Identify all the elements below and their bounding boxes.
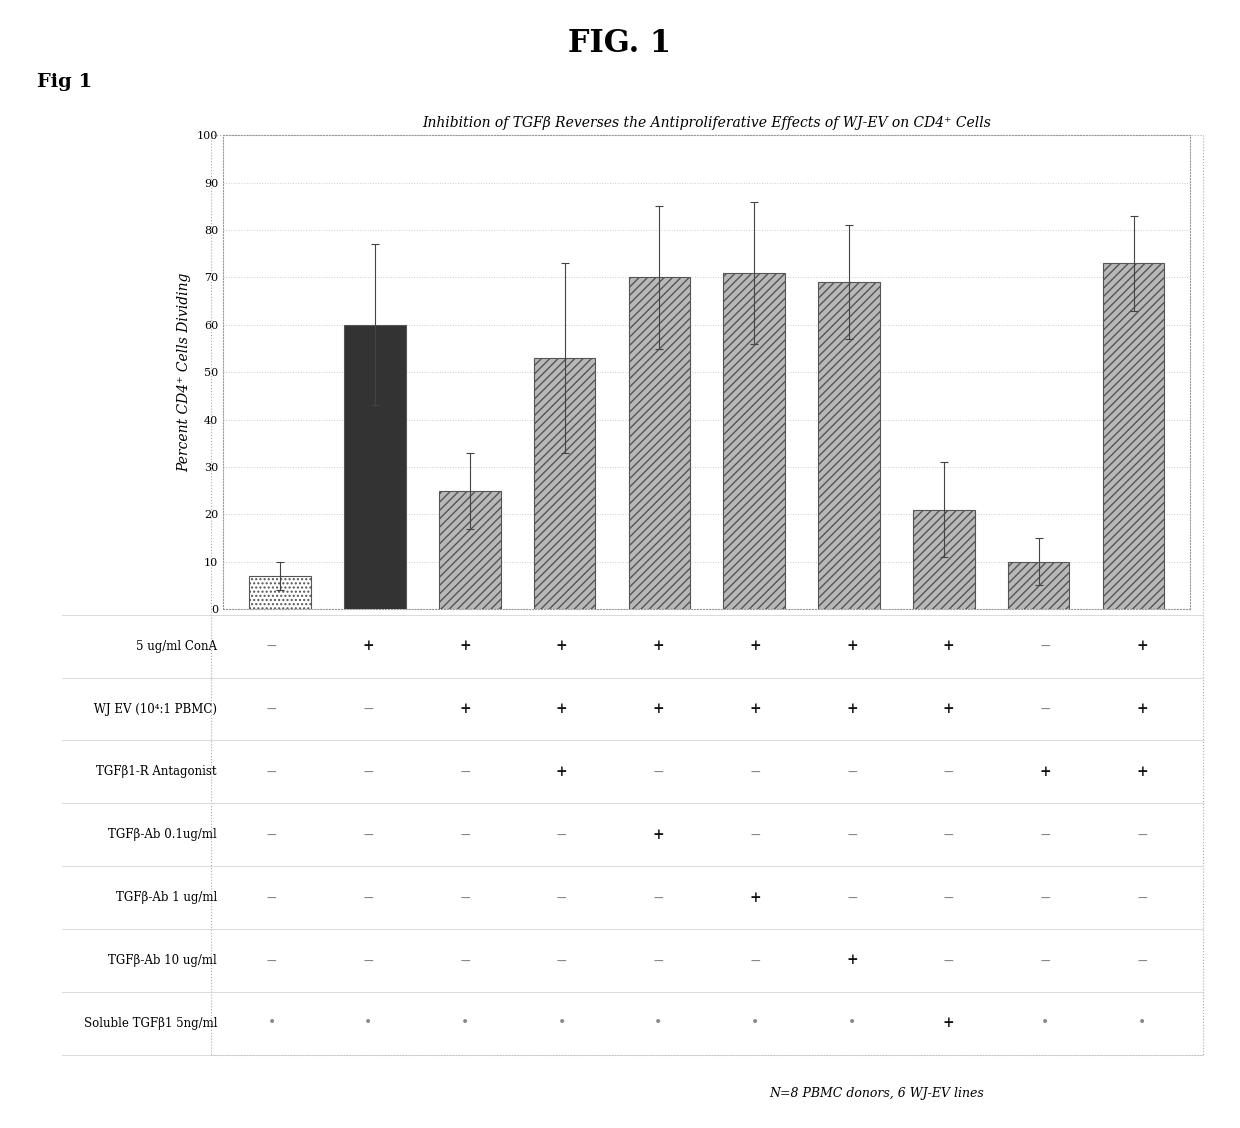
Text: +: + <box>1039 765 1052 778</box>
Text: −: − <box>459 765 471 778</box>
Text: −: − <box>459 828 471 841</box>
Text: −: − <box>459 891 471 905</box>
Bar <box>343 325 405 609</box>
Text: −: − <box>362 702 374 716</box>
Text: •: • <box>1042 1016 1049 1030</box>
Text: FIG. 1: FIG. 1 <box>568 28 672 59</box>
Text: •: • <box>655 1016 662 1030</box>
Text: −: − <box>1039 640 1052 653</box>
Text: +: + <box>942 702 955 716</box>
Text: +: + <box>942 1016 955 1030</box>
Bar <box>913 510 975 609</box>
Text: −: − <box>652 891 665 905</box>
Text: −: − <box>1039 828 1052 841</box>
Text: •: • <box>1138 1016 1146 1030</box>
Y-axis label: Percent CD4⁺ Cells Dividing: Percent CD4⁺ Cells Dividing <box>177 273 191 472</box>
Text: −: − <box>265 828 278 841</box>
Text: −: − <box>362 765 374 778</box>
Text: +: + <box>846 640 858 653</box>
Text: +: + <box>942 640 955 653</box>
Text: −: − <box>265 765 278 778</box>
Text: −: − <box>846 828 858 841</box>
Text: +: + <box>556 702 568 716</box>
Bar <box>1008 562 1069 609</box>
Text: Fig 1: Fig 1 <box>37 73 93 91</box>
Text: +: + <box>652 640 665 653</box>
Bar <box>1102 263 1164 609</box>
Text: +: + <box>362 640 374 653</box>
Text: −: − <box>846 765 858 778</box>
Text: +: + <box>459 640 471 653</box>
Text: −: − <box>556 953 568 968</box>
Text: +: + <box>1136 640 1148 653</box>
Text: −: − <box>652 953 665 968</box>
Text: +: + <box>556 765 568 778</box>
Text: +: + <box>652 828 665 841</box>
Text: +: + <box>749 640 761 653</box>
Text: −: − <box>942 765 955 778</box>
Text: −: − <box>1136 891 1148 905</box>
Bar <box>629 277 691 609</box>
Text: +: + <box>459 702 471 716</box>
Text: −: − <box>362 891 374 905</box>
Text: •: • <box>365 1016 372 1030</box>
Text: −: − <box>749 765 761 778</box>
Text: TGFβ-Ab 0.1ug/ml: TGFβ-Ab 0.1ug/ml <box>108 828 217 841</box>
Text: +: + <box>1136 702 1148 716</box>
Text: −: − <box>362 828 374 841</box>
Text: WJ EV (10⁴:1 PBMC): WJ EV (10⁴:1 PBMC) <box>91 703 217 715</box>
Text: −: − <box>265 891 278 905</box>
Text: −: − <box>652 765 665 778</box>
Text: −: − <box>265 953 278 968</box>
Text: TGFβ1-R Antagonist: TGFβ1-R Antagonist <box>97 766 217 778</box>
Text: •: • <box>461 1016 469 1030</box>
Bar <box>533 358 595 609</box>
Text: −: − <box>749 828 761 841</box>
Text: 5 ug/ml ConA: 5 ug/ml ConA <box>136 640 217 653</box>
Bar <box>818 282 880 609</box>
Text: −: − <box>1039 953 1052 968</box>
Text: −: − <box>942 953 955 968</box>
Text: −: − <box>556 891 568 905</box>
Text: •: • <box>558 1016 565 1030</box>
Bar <box>439 491 501 609</box>
Text: +: + <box>749 891 761 905</box>
Text: +: + <box>652 702 665 716</box>
Text: −: − <box>556 828 568 841</box>
Text: −: − <box>1039 891 1052 905</box>
Text: −: − <box>459 953 471 968</box>
Text: −: − <box>362 953 374 968</box>
Text: TGFβ-Ab 10 ug/ml: TGFβ-Ab 10 ug/ml <box>108 954 217 967</box>
Text: •: • <box>751 1016 759 1030</box>
Text: Soluble TGFβ1 5ng/ml: Soluble TGFβ1 5ng/ml <box>83 1016 217 1030</box>
Text: TGFβ-Ab 1 ug/ml: TGFβ-Ab 1 ug/ml <box>115 891 217 904</box>
Text: •: • <box>848 1016 856 1030</box>
Text: −: − <box>1136 953 1148 968</box>
Text: −: − <box>942 828 955 841</box>
Text: N=8 PBMC donors, 6 WJ-EV lines: N=8 PBMC donors, 6 WJ-EV lines <box>769 1086 983 1100</box>
Bar <box>723 273 785 609</box>
Title: Inhibition of TGFβ Reverses the Antiproliferative Effects of WJ-EV on CD4⁺ Cells: Inhibition of TGFβ Reverses the Antiprol… <box>423 116 991 130</box>
Text: −: − <box>942 891 955 905</box>
Text: +: + <box>1136 765 1148 778</box>
Text: −: − <box>265 640 278 653</box>
Text: •: • <box>268 1016 275 1030</box>
Text: +: + <box>749 702 761 716</box>
Text: +: + <box>556 640 568 653</box>
Text: −: − <box>749 953 761 968</box>
Text: +: + <box>846 953 858 968</box>
Text: −: − <box>265 702 278 716</box>
Text: −: − <box>846 891 858 905</box>
Text: −: − <box>1039 702 1052 716</box>
Text: −: − <box>1136 828 1148 841</box>
Text: +: + <box>846 702 858 716</box>
Bar <box>249 576 311 609</box>
